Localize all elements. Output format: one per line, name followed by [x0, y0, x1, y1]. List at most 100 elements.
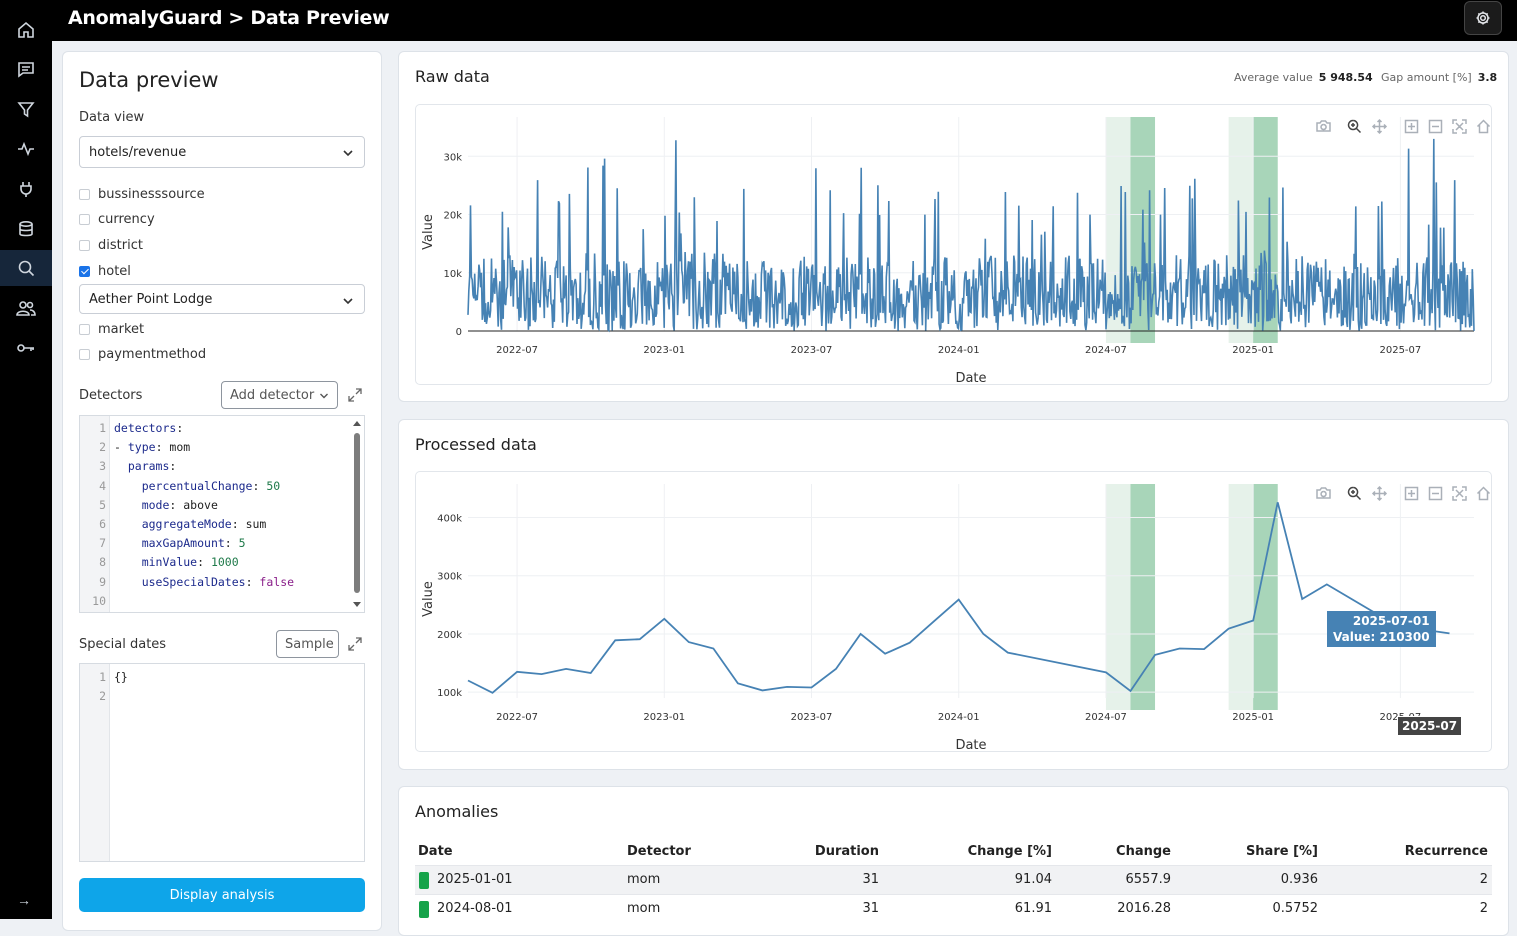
x-tick-label: 2024-07: [1085, 712, 1127, 723]
raw-data-title: Raw data: [415, 67, 490, 86]
cell-duration: 31: [862, 872, 879, 887]
col-date[interactable]: Date: [418, 844, 453, 859]
data-view-label: Data view: [79, 110, 144, 125]
x-tick-label: 2025-01: [1232, 345, 1274, 356]
camera-icon[interactable]: [1317, 488, 1330, 498]
pan-icon[interactable]: [1373, 487, 1386, 500]
gear-icon: [1475, 10, 1491, 26]
x-axis-title: Date: [955, 371, 986, 384]
search-icon[interactable]: [0, 250, 52, 286]
activity-icon[interactable]: [0, 131, 52, 167]
autoscale-icon[interactable]: [1453, 487, 1466, 500]
key-icon[interactable]: [0, 330, 52, 366]
cell-date: 2025-01-01: [437, 872, 513, 887]
checkbox[interactable]: [79, 349, 90, 360]
line-number: 1: [80, 670, 106, 684]
reset-axes-icon[interactable]: [1478, 488, 1490, 500]
gap-amount-stat: Gap amount [%]3.8: [1381, 71, 1497, 84]
y-axis-title: Value: [421, 214, 436, 250]
line-number: 5: [80, 498, 106, 512]
dim-hotel[interactable]: hotel: [79, 262, 131, 280]
chevron-down-icon: [342, 295, 354, 307]
reset-axes-icon[interactable]: [1478, 121, 1490, 133]
sample-button[interactable]: Sample: [276, 630, 339, 658]
col-change-pct[interactable]: Change [%]: [968, 844, 1052, 859]
users-icon[interactable]: [0, 290, 52, 326]
settings-button[interactable]: [1464, 1, 1502, 35]
dim-bussinesssource[interactable]: bussinesssource: [79, 185, 205, 203]
data-view-select[interactable]: hotels/revenue: [79, 136, 365, 168]
processed-data-title: Processed data: [415, 435, 537, 454]
code-text: detectors:: [114, 421, 183, 435]
home-icon[interactable]: [0, 12, 52, 48]
dim-label: bussinesssource: [98, 187, 205, 202]
zoom-icon[interactable]: [1349, 488, 1361, 500]
database-icon[interactable]: [0, 211, 52, 247]
collapse-nav-icon[interactable]: →: [17, 892, 31, 908]
hover-axis-label: 2025-07: [1397, 716, 1462, 736]
plug-icon[interactable]: [0, 171, 52, 207]
expand-icon[interactable]: [347, 387, 363, 403]
chat-icon[interactable]: [0, 51, 52, 87]
cell-share: 0.5752: [1273, 901, 1319, 916]
checkbox-checked[interactable]: [79, 266, 90, 277]
pan-icon[interactable]: [1373, 120, 1386, 133]
dim-district[interactable]: district: [79, 236, 143, 254]
x-tick-label: 2023-01: [643, 345, 685, 356]
code-text: percentualChange: 50: [114, 479, 280, 493]
scroll-down-icon[interactable]: [352, 601, 362, 609]
line-number: 10: [80, 594, 106, 608]
zoom-in-icon[interactable]: [1406, 121, 1418, 133]
col-detector[interactable]: Detector: [627, 844, 691, 859]
x-tick-label: 2022-07: [496, 345, 538, 356]
code-text: useSpecialDates: false: [114, 575, 294, 589]
dim-paymentmethod[interactable]: paymentmethod: [79, 345, 206, 363]
editor-scrollbar[interactable]: [354, 433, 360, 593]
x-tick-label: 2025-01: [1232, 712, 1274, 723]
zoom-icon[interactable]: [1349, 121, 1361, 133]
special-dates-editor[interactable]: 1{}2: [79, 663, 365, 862]
scroll-up-icon[interactable]: [352, 419, 362, 427]
col-recurrence[interactable]: Recurrence: [1405, 844, 1488, 859]
y-tick-label: 10k: [443, 269, 462, 280]
hover-tooltip: 2025-07-01 Value: 210300: [1327, 611, 1436, 647]
dim-label: district: [98, 238, 143, 253]
filter-icon[interactable]: [0, 91, 52, 127]
zoom-out-icon[interactable]: [1430, 121, 1442, 133]
checkbox[interactable]: [79, 214, 90, 225]
camera-icon[interactable]: [1317, 121, 1330, 131]
table-row[interactable]: 2025-01-01 mom 31 91.04 6557.9 0.936 2: [415, 865, 1492, 894]
line-number: 2: [80, 440, 106, 454]
zoom-out-icon[interactable]: [1430, 488, 1442, 500]
col-share[interactable]: Share [%]: [1246, 844, 1318, 859]
add-detector-button[interactable]: Add detector: [221, 381, 338, 409]
checkbox[interactable]: [79, 189, 90, 200]
col-duration[interactable]: Duration: [815, 844, 879, 859]
checkbox[interactable]: [79, 324, 90, 335]
hotel-select[interactable]: Aether Point Lodge: [79, 284, 365, 314]
gap-amount-value: 3.8: [1478, 71, 1498, 84]
cell-detector: mom: [627, 872, 660, 887]
display-analysis-button[interactable]: Display analysis: [79, 878, 365, 912]
dim-market[interactable]: market: [79, 320, 144, 338]
expand-icon[interactable]: [347, 636, 363, 652]
data-view-value: hotels/revenue: [89, 145, 186, 160]
hover-value: Value: 210300: [1333, 629, 1430, 645]
dim-label: hotel: [98, 264, 131, 279]
line-number: 4: [80, 479, 106, 493]
checkbox[interactable]: [79, 240, 90, 251]
add-detector-label: Add detector: [230, 388, 314, 403]
zoom-in-icon[interactable]: [1406, 488, 1418, 500]
autoscale-icon[interactable]: [1453, 120, 1466, 133]
dim-currency[interactable]: currency: [79, 210, 155, 228]
line-number: 2: [80, 689, 106, 703]
col-change[interactable]: Change: [1116, 844, 1171, 859]
y-tick-label: 0: [456, 327, 462, 338]
top-bar: AnomalyGuard > Data Preview: [52, 0, 1517, 41]
